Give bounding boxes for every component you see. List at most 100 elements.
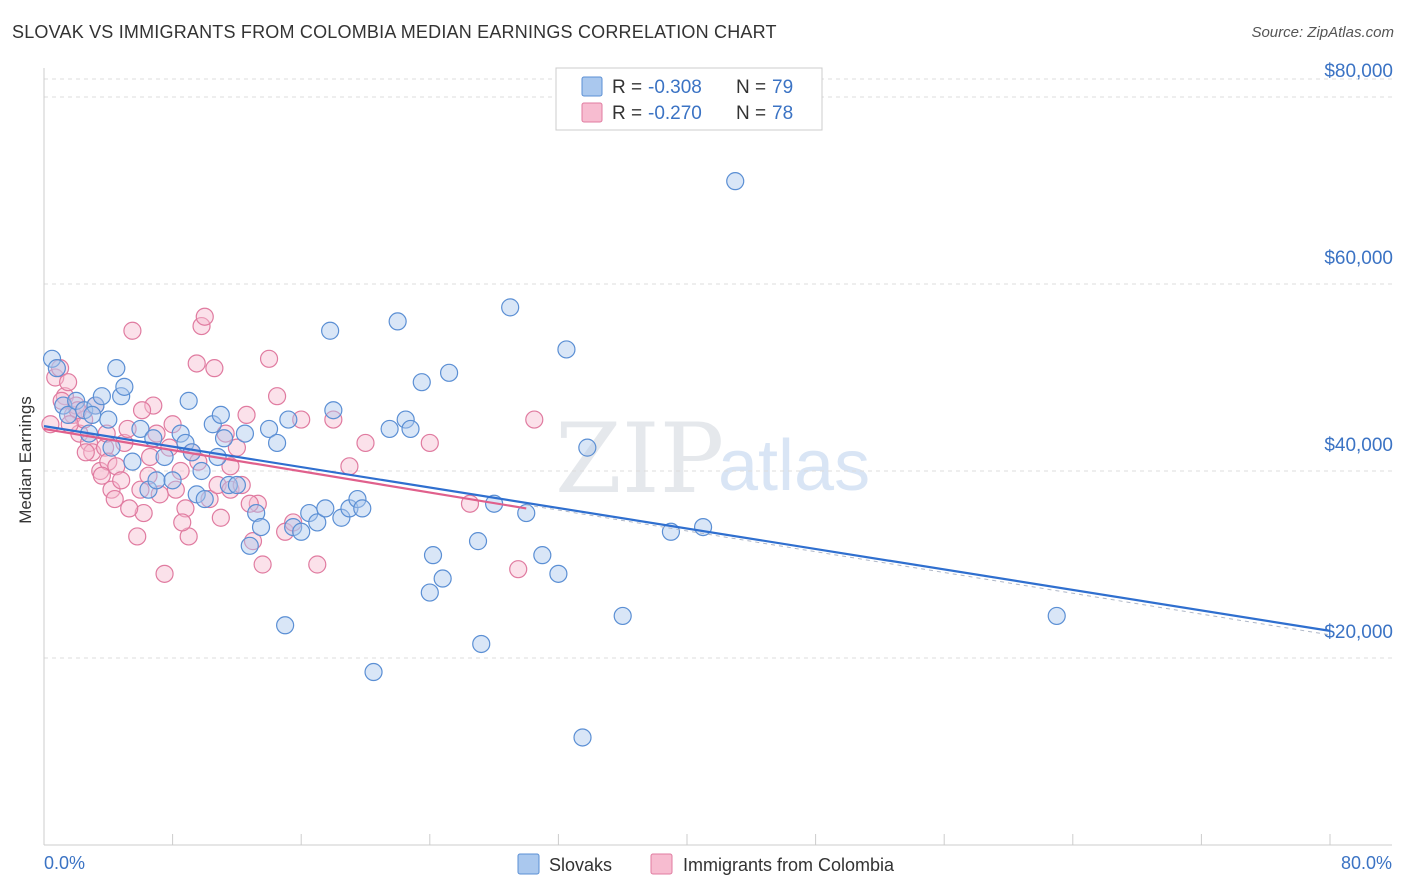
slovak-point [171, 424, 190, 443]
slovak-point [380, 419, 399, 439]
slovak-point [115, 377, 134, 396]
colombia-point [195, 307, 214, 326]
colombia-point [237, 405, 256, 424]
colombia-point [525, 410, 544, 429]
bottom-legend-label-colombia: Immigrants from Colombia [683, 855, 895, 875]
source-credit: Source: ZipAtlas.com [1251, 24, 1394, 41]
colombia-point [259, 349, 279, 368]
colombia-point [324, 410, 343, 429]
y-axis-title: Median Earnings [16, 396, 35, 524]
slovak-point [99, 410, 118, 429]
slovak-trend-extension [526, 504, 1331, 636]
slovak-point [353, 499, 372, 518]
y-tick-label: $60,000 [1324, 248, 1393, 269]
slovak-trend-line [43, 425, 1331, 632]
colombia-point [240, 494, 259, 513]
colombia-point [221, 457, 240, 476]
slovak-point [179, 391, 198, 410]
slovak-point [147, 471, 166, 490]
slovak-point [195, 489, 214, 509]
slovak-point [251, 517, 271, 537]
bottom-legend-swatch-colombia [650, 853, 673, 875]
watermark-zip: ZIP [555, 403, 724, 515]
colombia-point [232, 475, 251, 495]
slovak-point [324, 401, 343, 420]
colombia-point [509, 560, 528, 579]
slovak-point [107, 359, 126, 378]
slovak-point [401, 419, 420, 439]
colombia-point [308, 555, 327, 574]
slovak-point [468, 532, 488, 551]
colombia-point [92, 466, 111, 485]
legend-r-label-2: R = [612, 103, 642, 124]
slovak-point [573, 728, 592, 747]
slovak-point [83, 405, 102, 424]
slovak-point [131, 419, 150, 439]
slovak-point [439, 363, 459, 382]
bottom-legend-swatch-slovaks [517, 853, 540, 875]
y-tick-label: $20,000 [1324, 622, 1393, 643]
legend-r-value-2: -0.270 [648, 103, 702, 124]
slovak-point [235, 424, 255, 443]
legend-swatch-colombia [581, 102, 603, 123]
slovak-point [321, 321, 340, 340]
slovak-point [472, 634, 491, 654]
slovak-point [549, 564, 568, 583]
slovak-point [613, 606, 632, 626]
slovak-point [247, 503, 266, 523]
correlation-legend: R = -0.308 N = 79 R = -0.270 N = 78 [555, 67, 823, 131]
legend-n-value-1: 79 [772, 77, 793, 98]
x-axis-ticks [172, 834, 1331, 845]
colombia-point [140, 447, 160, 467]
colombia-point [292, 410, 311, 429]
colombia-point [267, 387, 287, 406]
slovak-point [533, 546, 552, 565]
bottom-legend-label-slovaks: Slovaks [549, 855, 612, 875]
y-tick-label: $40,000 [1324, 435, 1393, 456]
slovak-point [364, 662, 383, 682]
colombia-point [173, 513, 192, 532]
x-tick-label-min: 0.0% [44, 853, 85, 873]
slovak-point [578, 438, 597, 457]
colombia-point [59, 373, 78, 392]
slovak-point [396, 410, 415, 429]
colombia-point [120, 499, 139, 518]
colombia-point [155, 564, 174, 583]
legend-r-value-1: -0.308 [648, 77, 702, 98]
colombia-point [76, 443, 95, 462]
slovak-point [259, 419, 279, 439]
colombia-point [176, 499, 195, 518]
slovak-point [501, 298, 520, 317]
gridlines [44, 78, 1392, 659]
colombia-trend-line [43, 427, 527, 510]
y-tick-labels: $20,000 $40,000 $60,000 $80,000 [1324, 61, 1393, 643]
series-legend: Slovaks Immigrants from Colombia [517, 853, 895, 875]
slovak-point [42, 349, 62, 368]
legend-swatch-slovaks [581, 76, 603, 97]
colombia-point [105, 489, 124, 509]
slovak-point [348, 489, 367, 509]
colombia-point [118, 419, 137, 439]
slovak-point [92, 387, 111, 406]
slovak-point [308, 513, 327, 532]
slovak-point [163, 471, 182, 490]
colombia-point [68, 401, 87, 420]
chart-title: SLOVAK VS IMMIGRANTS FROM COLOMBIA MEDIA… [12, 22, 777, 42]
slovak-point [412, 373, 431, 392]
slovak-point [726, 172, 745, 191]
colombia-point [340, 457, 359, 476]
slovak-point [292, 522, 311, 541]
legend-n-label-2: N = [736, 103, 766, 124]
slovak-point [420, 583, 439, 602]
colombia-point [112, 471, 131, 490]
colombia-point [420, 433, 439, 453]
slovak-point [240, 536, 259, 555]
y-tick-label: $80,000 [1324, 61, 1393, 82]
x-tick-label-max: 80.0% [1341, 853, 1392, 873]
legend-n-label-1: N = [736, 77, 766, 98]
slovak-point [192, 461, 211, 481]
slovak-point [557, 340, 576, 359]
slovak-point [47, 359, 66, 378]
slovak-point [227, 475, 246, 495]
